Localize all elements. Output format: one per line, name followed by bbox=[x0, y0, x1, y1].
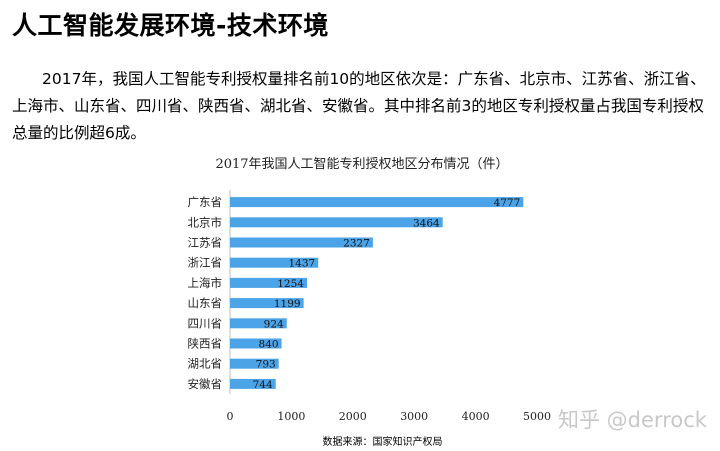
page-title: 人工智能发展环境-技术环境 bbox=[12, 11, 329, 40]
bar bbox=[230, 318, 287, 329]
bar bbox=[230, 237, 373, 248]
bar-chart: 2017年我国人工智能专利授权地区分布情况（件） 广东省 4777 北京市 3464 江苏… bbox=[188, 156, 552, 423]
category-label: 江苏省 bbox=[188, 236, 223, 250]
data-source-note: 数据来源：国家知识产权局 bbox=[322, 437, 443, 448]
data-label: 840 bbox=[259, 339, 279, 351]
data-label: 1437 bbox=[288, 258, 315, 270]
category-label: 陕西省 bbox=[188, 337, 223, 351]
category-label: 广东省 bbox=[188, 195, 223, 209]
bar bbox=[230, 298, 304, 309]
category-label: 山东省 bbox=[188, 296, 223, 310]
bar bbox=[230, 358, 279, 369]
x-tick-label: 1000 bbox=[277, 410, 305, 423]
data-label: 2327 bbox=[343, 238, 370, 250]
data-label: 3464 bbox=[413, 217, 440, 229]
bar bbox=[230, 257, 319, 268]
category-label: 安徽省 bbox=[188, 377, 223, 391]
watermark: 知乎 @derrock bbox=[558, 408, 707, 432]
category-label: 上海市 bbox=[188, 276, 223, 290]
intro-text: 2017年，我国人工智能专利授权量排名前10的地区依次是：广东省、北京市、江苏省… bbox=[12, 70, 706, 142]
x-tick-label: 4000 bbox=[462, 410, 490, 423]
category-label: 湖北省 bbox=[188, 357, 223, 371]
bar bbox=[230, 378, 276, 389]
data-label: 4777 bbox=[494, 197, 521, 209]
category-label: 浙江省 bbox=[188, 256, 223, 270]
data-label: 1254 bbox=[277, 278, 304, 290]
data-label: 1199 bbox=[274, 298, 301, 310]
category-label: 四川省 bbox=[188, 316, 223, 330]
intro-paragraph: 2017年，我国人工智能专利授权量排名前10的地区依次是：广东省、北京市、江苏省… bbox=[12, 66, 712, 147]
chart-title: 2017年我国人工智能专利授权地区分布情况（件） bbox=[215, 156, 508, 172]
data-label: 924 bbox=[264, 318, 284, 330]
data-label: 744 bbox=[253, 379, 273, 391]
x-tick-label: 3000 bbox=[400, 410, 428, 423]
x-tick-label: 5000 bbox=[523, 410, 551, 423]
category-label: 北京市 bbox=[188, 215, 223, 229]
data-label: 793 bbox=[256, 359, 276, 371]
bar bbox=[230, 338, 282, 349]
x-tick-label: 0 bbox=[227, 410, 234, 423]
bar bbox=[230, 277, 307, 288]
bar bbox=[230, 217, 443, 228]
bar bbox=[230, 197, 524, 208]
x-tick-label: 2000 bbox=[339, 410, 367, 423]
